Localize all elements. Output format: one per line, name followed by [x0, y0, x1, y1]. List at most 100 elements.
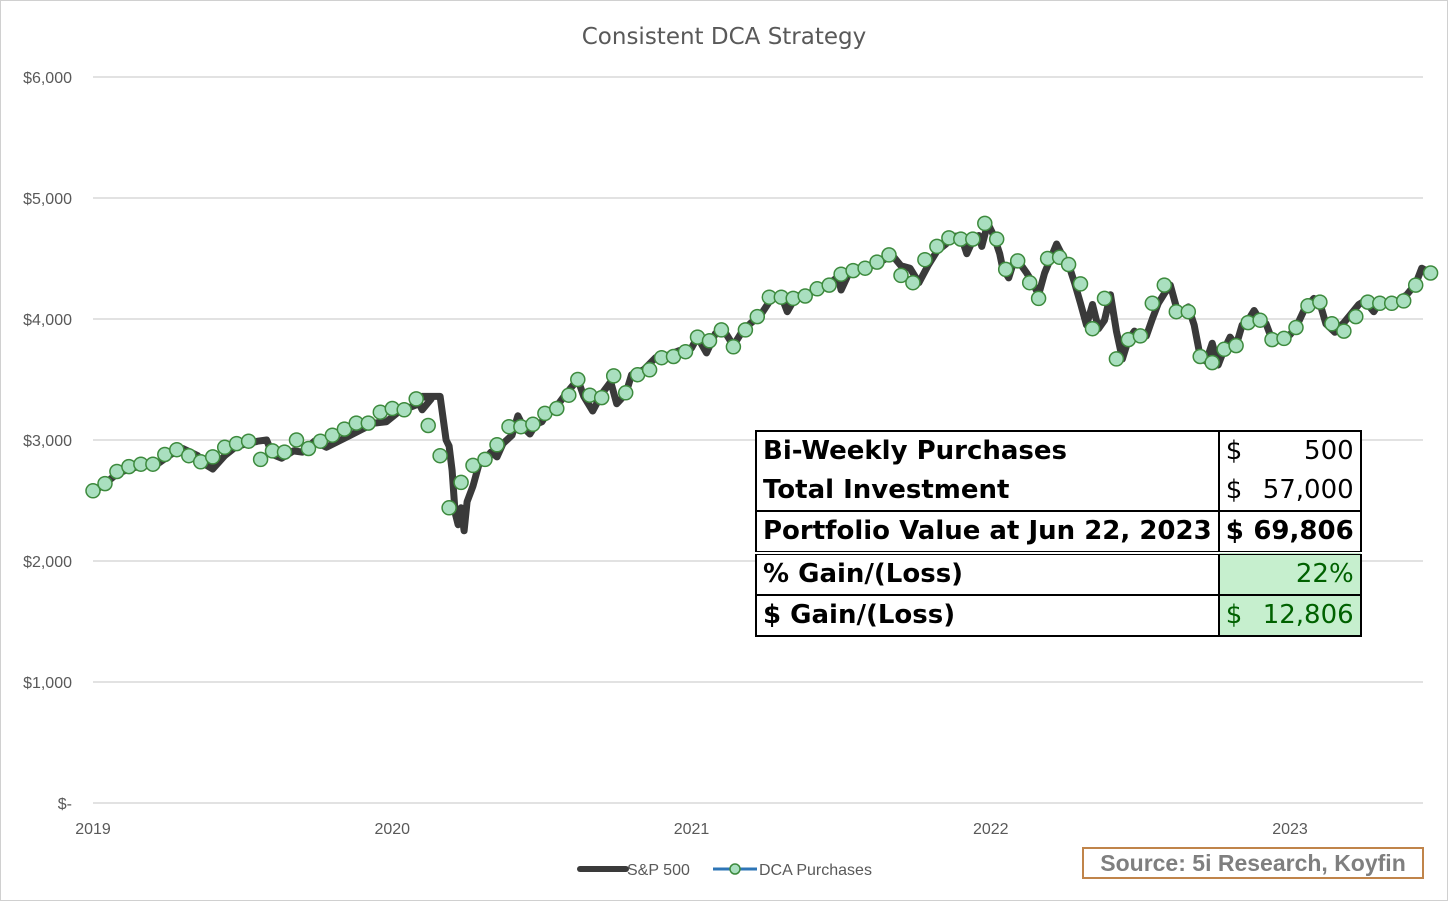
table-row: Bi-Weekly Purchases $500 — [755, 430, 1362, 471]
dca-point — [1030, 290, 1047, 307]
dca-point — [85, 483, 101, 499]
row-label-pct-gain: % Gain/(Loss) — [755, 552, 1220, 596]
row-label-portfolio-value: Portfolio Value at Jun 22, 2023 — [755, 510, 1220, 555]
currency-symbol: $ — [1225, 436, 1243, 466]
dca-point — [561, 387, 577, 403]
dca-point — [857, 260, 873, 276]
dca-point — [300, 440, 317, 457]
dca-point — [1422, 265, 1439, 281]
dca-point — [1228, 337, 1244, 354]
dca-point — [677, 343, 694, 360]
dca-point — [453, 474, 469, 491]
dca-point — [432, 447, 448, 464]
dca-point — [1180, 303, 1197, 320]
dca-point — [605, 368, 622, 384]
dca-point — [797, 288, 813, 304]
x-tick-label: 2019 — [75, 821, 111, 838]
dca-point — [169, 441, 185, 458]
dca-point — [749, 308, 766, 325]
dca-point — [905, 274, 921, 291]
dca-point — [869, 254, 885, 270]
y-axis: $- $1,000 $2,000 $3,000 $4,000 $5,000 $6,000 — [23, 70, 72, 813]
legend-dca-swatch-marker — [729, 863, 741, 875]
row-value-dollar-gain: $12,806 — [1217, 594, 1362, 637]
x-tick-label: 2022 — [973, 821, 1009, 838]
dca-point — [1324, 316, 1340, 332]
dca-point — [408, 391, 424, 407]
dca-point — [641, 362, 658, 378]
y-tick-label: $1,000 — [23, 675, 72, 692]
dca-point — [396, 402, 412, 418]
row-value-portfolio-value: $69,806 — [1217, 510, 1362, 555]
table-row: $ Gain/(Loss) $12,806 — [755, 594, 1362, 637]
y-tick-label: $- — [58, 796, 72, 813]
dca-point — [1288, 319, 1304, 336]
dca-point — [1132, 328, 1149, 344]
currency-symbol: $ — [1225, 475, 1243, 505]
dca-point — [893, 267, 909, 284]
dca-point — [1395, 293, 1412, 309]
dca-point — [713, 322, 730, 338]
dca-point — [324, 427, 341, 443]
dca-point — [145, 456, 161, 472]
dca-point — [1252, 312, 1268, 328]
x-axis: 2019 2020 2021 2022 2023 — [75, 821, 1308, 838]
row-label-biweekly: Bi-Weekly Purchases — [755, 430, 1220, 471]
dca-point — [1108, 351, 1125, 367]
dca-point — [1204, 354, 1220, 371]
legend: S&P 500 DCA Purchases — [577, 862, 872, 879]
dca-point — [97, 475, 113, 492]
legend-sp500-label: S&P 500 — [627, 862, 690, 879]
summary-table: Bi-Weekly Purchases $500 Total Investmen… — [755, 430, 1362, 637]
dca-point — [1021, 274, 1038, 291]
chart-title: Consistent DCA Strategy — [582, 24, 867, 50]
dca-point — [965, 231, 981, 247]
dca-point — [570, 371, 586, 388]
currency-symbol: $ — [1225, 516, 1244, 546]
dca-point — [288, 432, 305, 448]
dca-point — [1192, 348, 1208, 365]
dca-point — [240, 433, 257, 449]
x-tick-label: 2021 — [674, 821, 710, 838]
dca-point — [1276, 330, 1292, 347]
dca-point — [1156, 277, 1173, 293]
y-tick-label: $5,000 — [23, 191, 72, 208]
dca-point — [1009, 253, 1026, 269]
currency-symbol: $ — [1225, 600, 1243, 630]
legend-dca-label: DCA Purchases — [759, 862, 872, 879]
y-tick-label: $4,000 — [23, 312, 72, 329]
amount: 22% — [1295, 559, 1354, 589]
dca-point — [701, 333, 718, 349]
row-label-dollar-gain: $ Gain/(Loss) — [755, 594, 1220, 637]
dca-point — [1096, 290, 1113, 307]
dca-point — [465, 457, 481, 474]
dca-point — [929, 238, 945, 255]
dca-point — [1072, 276, 1089, 292]
source-note: Source: 5i Research, Koyfin — [1082, 847, 1424, 879]
dca-point — [1348, 308, 1364, 325]
dca-point — [1407, 277, 1424, 293]
dca-point — [988, 231, 1005, 247]
dca-point — [977, 215, 993, 232]
dca-point — [549, 400, 565, 417]
dca-point — [525, 416, 541, 433]
x-tick-label: 2023 — [1272, 821, 1308, 838]
dca-point — [1336, 323, 1352, 339]
dca-point — [1084, 320, 1101, 337]
dca-point — [420, 417, 436, 434]
dca-point — [312, 433, 329, 449]
y-tick-label: $6,000 — [23, 70, 72, 87]
plot-area — [85, 215, 1439, 535]
dca-point — [617, 385, 634, 401]
dca-point — [737, 322, 754, 338]
amount: 12,806 — [1262, 600, 1354, 630]
dca-point — [181, 447, 197, 464]
amount: 57,000 — [1262, 475, 1354, 505]
dca-point — [881, 247, 897, 263]
dca-point — [477, 451, 493, 468]
y-tick-label: $2,000 — [23, 554, 72, 571]
table-row: Total Investment $57,000 — [755, 471, 1362, 512]
dca-point — [593, 389, 610, 406]
y-tick-label: $3,000 — [23, 433, 72, 450]
